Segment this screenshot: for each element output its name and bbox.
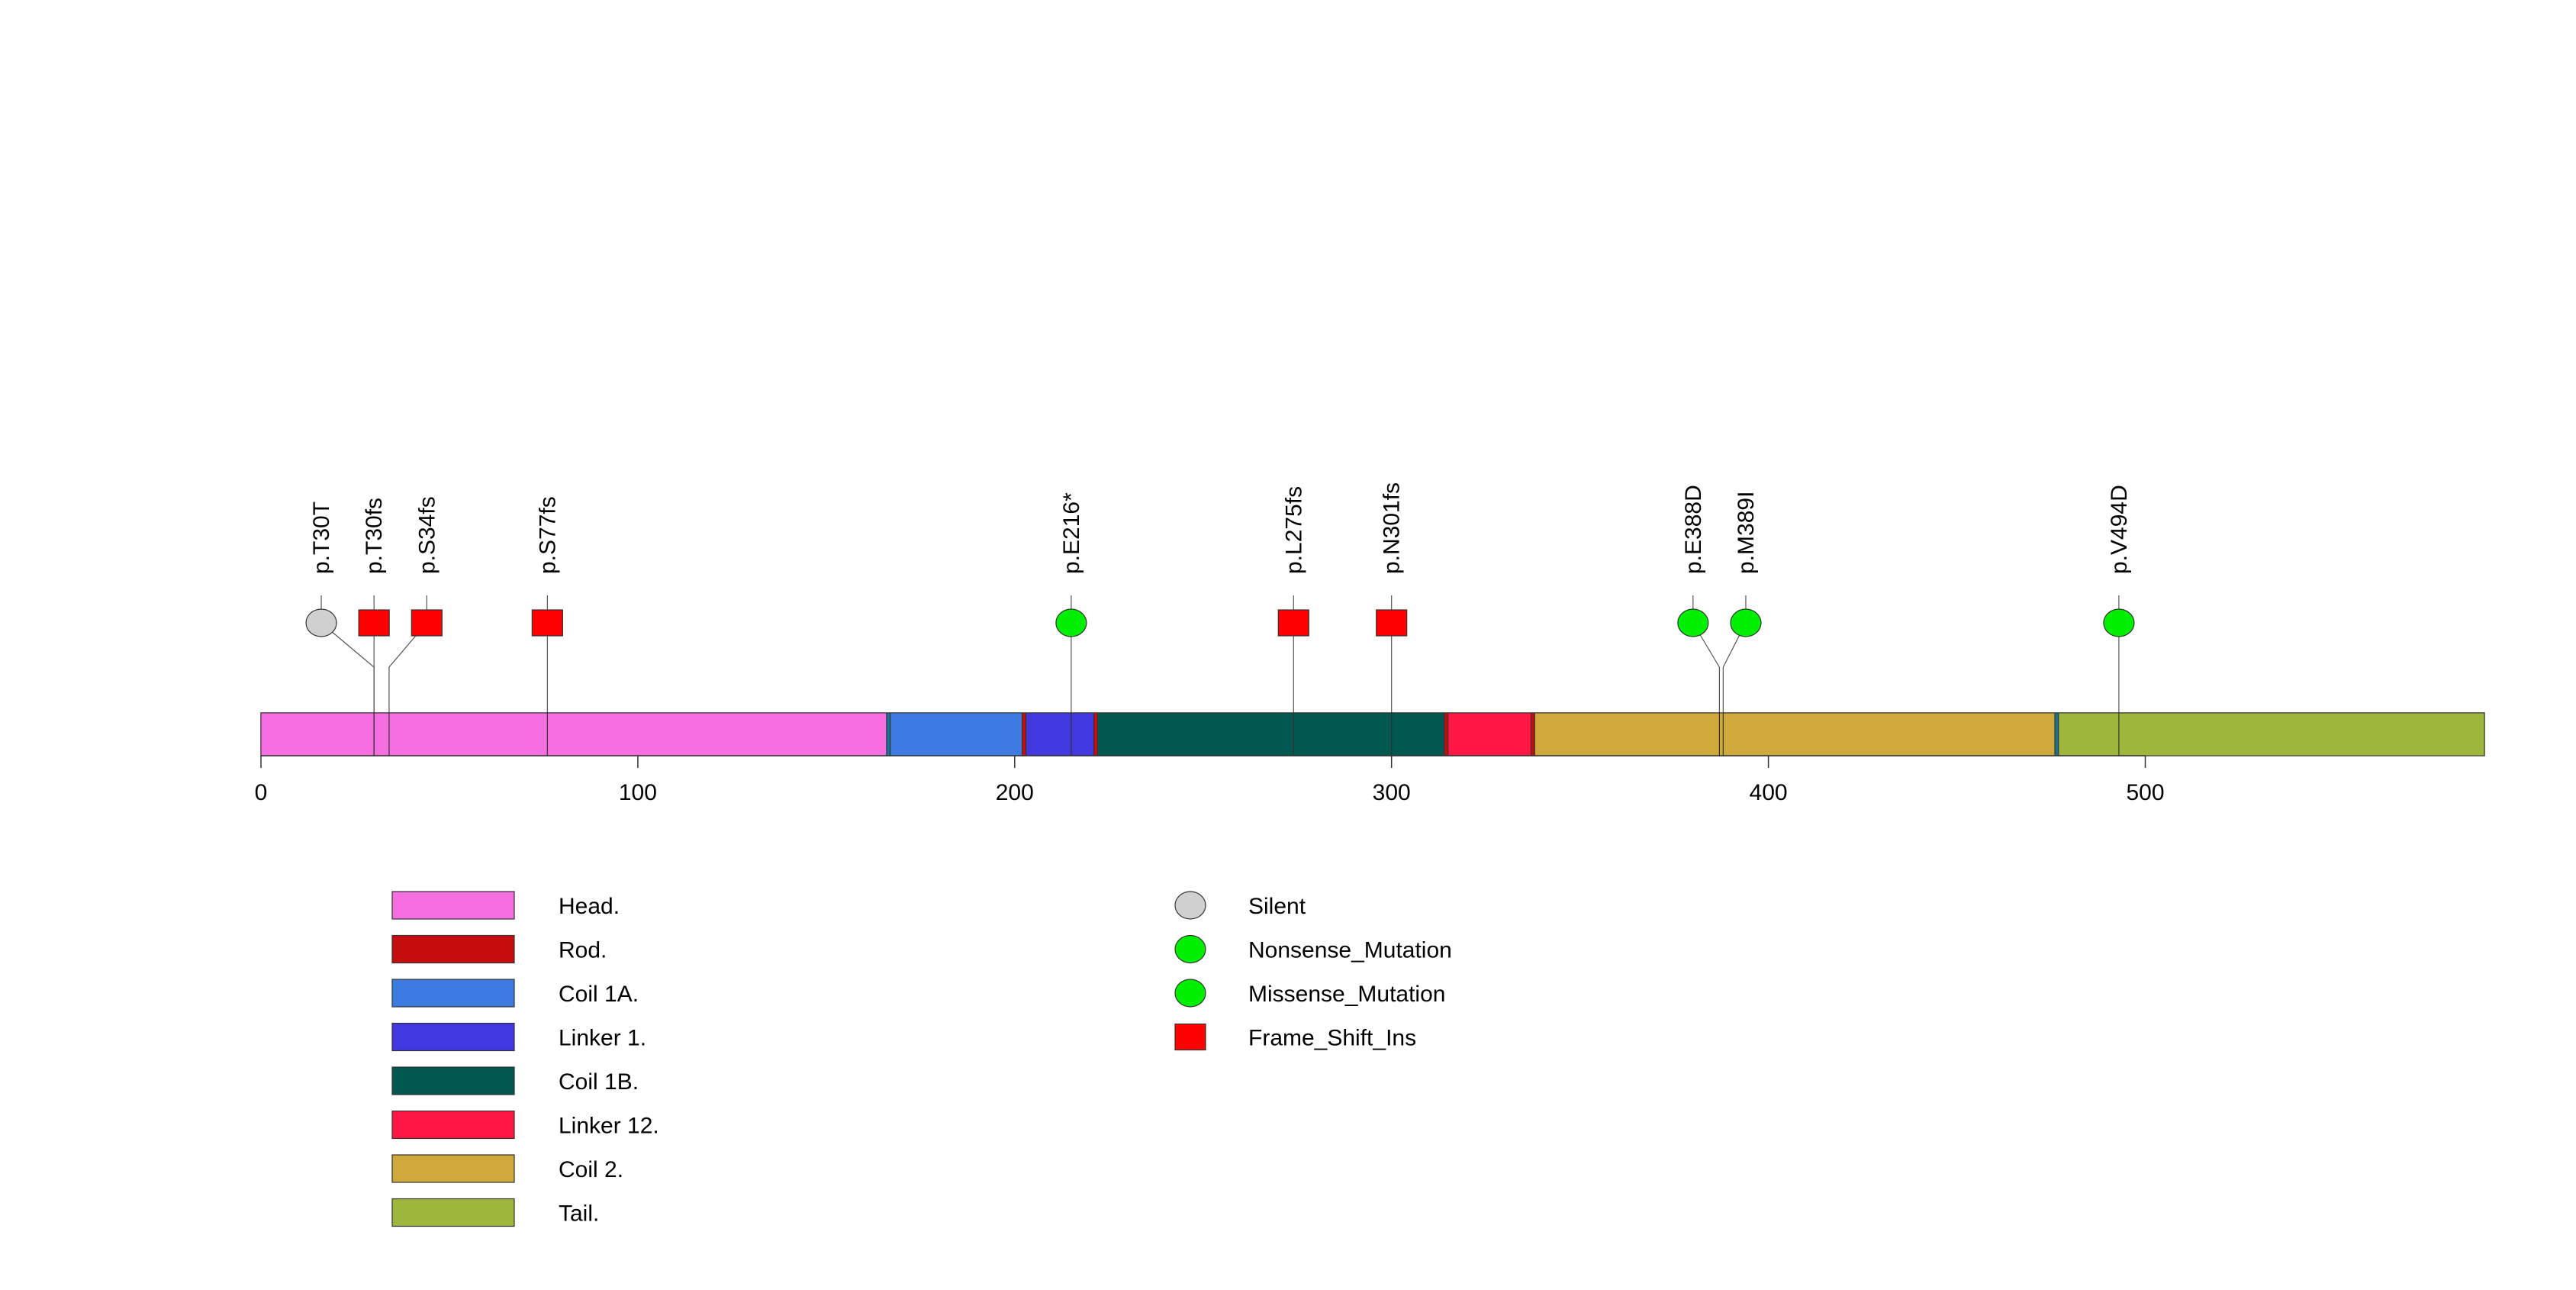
legend-swatch-rod xyxy=(391,934,515,964)
domain-legend: Head. Rod. Coil 1A. Linker 1. Coil 1B. Linker… xyxy=(391,891,659,1227)
legend-label-head: Head. xyxy=(559,894,620,919)
mutation-connector-p-s34fs xyxy=(388,622,427,713)
legend-marker-missense-mutation xyxy=(1174,979,1206,1008)
mutation-labels: p.T30T p.T30fs p.S34fs p.S77fs p.E216* p.L275… xyxy=(309,482,2132,574)
legend-marker-nonsense-mutation xyxy=(1174,934,1206,964)
mutation-connector-p-e388d xyxy=(1692,622,1720,713)
x-axis-tick-label-400: 400 xyxy=(1750,780,1788,805)
domain-coil-1b-6 xyxy=(1096,712,1445,756)
mutation-marker-p-l275fs xyxy=(1277,609,1309,637)
mutation-marker-p-e388d xyxy=(1677,608,1709,637)
mutation-label-p-t30fs: p.T30fs xyxy=(362,498,387,574)
x-axis-tick-label-0: 0 xyxy=(255,780,268,805)
mutation-marker-p-v494d xyxy=(2103,608,2135,637)
legend-swatch-linker-12 xyxy=(391,1110,515,1140)
legend-swatch-coil-1a xyxy=(391,979,515,1008)
legend-label-linker-1: Linker 1. xyxy=(559,1026,646,1051)
mutation-label-p-v494d: p.V494D xyxy=(2107,485,2132,574)
domain-head-0 xyxy=(260,712,887,756)
mutation-label-p-s34fs: p.S34fs xyxy=(414,496,440,574)
legend-marker-frame-shift-ins xyxy=(1174,1023,1206,1051)
legend-label-nonsense-mutation: Nonsense_Mutation xyxy=(1248,938,1452,963)
mutation-label-p-t30t: p.T30T xyxy=(309,501,334,574)
mutation-markers xyxy=(305,608,2135,637)
legend-swatch-linker-1 xyxy=(391,1022,515,1052)
domain-tail-12 xyxy=(2058,712,2485,756)
legend-label-missense-mutation: Missense_Mutation xyxy=(1248,982,1445,1007)
legend-label-coil-1b: Coil 1B. xyxy=(559,1069,639,1095)
mutation-connector-p-m389i xyxy=(1722,622,1747,713)
x-axis-tick-label-100: 100 xyxy=(619,780,657,805)
legend-label-frame-shift-ins: Frame_Shift_Ins xyxy=(1248,1026,1416,1051)
mutation-marker-p-s77fs xyxy=(531,609,563,637)
legend-label-rod: Rod. xyxy=(559,938,607,963)
x-axis: 0 100 200 300 400 500 xyxy=(255,755,2165,805)
protein-domains xyxy=(260,712,2485,756)
domain-rod-7 xyxy=(1444,712,1449,756)
mutation-marker-p-n301fs xyxy=(1376,609,1408,637)
legend-label-tail: Tail. xyxy=(559,1201,599,1227)
mutation-label-p-s77fs: p.S77fs xyxy=(535,496,560,574)
domain-linker-12-8 xyxy=(1447,712,1531,756)
legend-swatch-head xyxy=(391,891,515,920)
mutation-label-p-e216-: p.E216* xyxy=(1059,492,1084,574)
domain-coil-1a-2 xyxy=(890,712,1023,756)
mutation-marker-p-t30t xyxy=(305,608,337,637)
mutation-label-p-n301fs: p.N301fs xyxy=(1380,482,1405,574)
mutation-marker-p-e216- xyxy=(1055,608,1087,637)
legend-label-silent: Silent xyxy=(1248,894,1306,919)
domain-linker-1-4 xyxy=(1026,712,1095,756)
legend-swatch-coil-1b xyxy=(391,1066,515,1095)
domain-rod-5 xyxy=(1093,712,1098,756)
mutation-label-p-l275fs: p.L275fs xyxy=(1281,486,1306,574)
domain-rod-11 xyxy=(2054,712,2059,756)
x-axis-tick-label-300: 300 xyxy=(1373,780,1411,805)
mutation-type-legend: Silent Nonsense_Mutation Missense_Mutation… xyxy=(1174,891,1452,1051)
legend-label-coil-1a: Coil 1A. xyxy=(559,982,639,1007)
legend-swatch-tail xyxy=(391,1198,515,1227)
mutation-marker-p-m389i xyxy=(1730,608,1762,637)
mutation-marker-p-t30fs xyxy=(358,609,390,637)
legend-swatch-coil-2 xyxy=(391,1154,515,1183)
domain-rod-9 xyxy=(1530,712,1535,756)
domain-rod-1 xyxy=(886,712,891,756)
legend-label-linker-12: Linker 12. xyxy=(559,1114,659,1139)
domain-rod-3 xyxy=(1022,712,1027,756)
legend-label-coil-2: Coil 2. xyxy=(559,1157,623,1182)
legend-marker-silent xyxy=(1174,891,1206,920)
x-axis-tick-label-200: 200 xyxy=(996,780,1034,805)
mutation-label-p-m389i: p.M389I xyxy=(1734,492,1759,574)
mutation-label-p-e388d: p.E388D xyxy=(1681,485,1706,574)
x-axis-tick-label-500: 500 xyxy=(2126,780,2164,805)
domain-coil-2-10 xyxy=(1534,712,2056,756)
mutation-marker-p-s34fs xyxy=(411,609,443,637)
mutation-stems xyxy=(373,713,2120,756)
